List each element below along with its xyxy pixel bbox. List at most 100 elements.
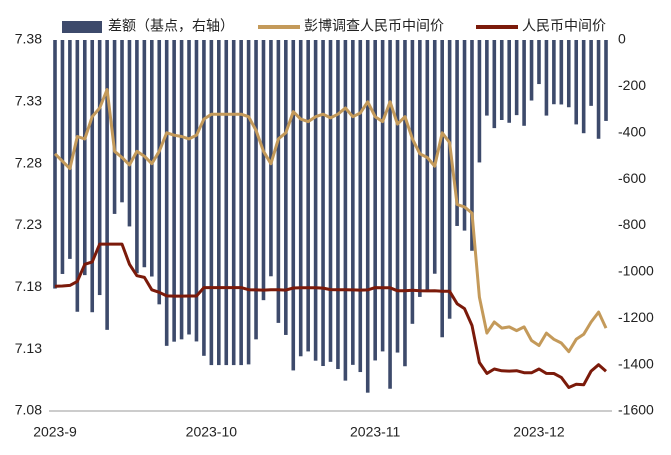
bar <box>276 40 281 323</box>
bar <box>149 40 154 277</box>
bar <box>209 40 214 366</box>
bar <box>559 40 564 105</box>
y-tick-label: 7.33 <box>15 93 42 109</box>
bar <box>202 40 206 356</box>
bar <box>336 40 340 370</box>
bar <box>261 40 266 301</box>
bar <box>135 40 139 274</box>
bar <box>254 40 258 340</box>
y2-tick-label: -800 <box>618 216 646 232</box>
y2-tick-label: -200 <box>618 77 646 93</box>
bar <box>492 40 497 129</box>
y-tick-label: 7.18 <box>15 278 42 294</box>
bar <box>224 40 229 366</box>
line <box>53 88 608 354</box>
bar <box>425 40 430 291</box>
bar <box>313 40 318 361</box>
bar <box>403 40 407 367</box>
bar <box>574 40 579 125</box>
bar <box>321 40 325 367</box>
bar <box>82 40 87 276</box>
bar <box>112 40 117 214</box>
x-tick-label: 2023-12 <box>513 424 565 440</box>
bar <box>581 40 586 134</box>
bar <box>351 40 355 365</box>
bar <box>97 40 102 296</box>
bar <box>284 40 288 335</box>
bar <box>246 40 251 365</box>
y2-tick-label: -1000 <box>618 263 654 279</box>
x-tick-label: 2023-11 <box>350 424 401 440</box>
bar <box>179 40 184 340</box>
bar <box>485 40 489 116</box>
bar <box>552 40 556 105</box>
y2-tick-label: -1200 <box>618 309 654 325</box>
bar <box>514 40 519 116</box>
legend-label: 人民币中间价 <box>522 18 606 34</box>
bar <box>75 40 80 312</box>
y2-tick-label: -400 <box>618 123 646 139</box>
bar <box>365 40 370 393</box>
bar <box>60 40 65 274</box>
bar <box>507 40 512 123</box>
bar <box>522 40 526 126</box>
x-tick-label: 2023-9 <box>33 424 77 440</box>
bar <box>343 40 348 381</box>
bar <box>440 40 444 338</box>
bar <box>418 40 422 297</box>
y2-tick-label: -1600 <box>618 402 654 418</box>
bar <box>90 40 95 313</box>
bar <box>499 40 504 120</box>
bar <box>217 40 221 366</box>
bar <box>604 40 608 121</box>
x-tick-label: 2023-10 <box>186 424 238 440</box>
bar <box>306 40 310 352</box>
bar <box>194 40 199 342</box>
y-tick-label: 7.13 <box>15 340 42 356</box>
bar <box>455 40 459 226</box>
bar <box>105 40 109 330</box>
bar <box>537 40 541 85</box>
bar <box>172 40 176 342</box>
bar <box>239 40 243 366</box>
bar <box>395 40 400 353</box>
legend-label: 差额（基点，右轴） <box>108 18 234 34</box>
bar <box>380 40 385 352</box>
y2-tick-label: 0 <box>618 31 626 47</box>
bar <box>388 40 392 389</box>
bar <box>477 40 482 163</box>
bar <box>410 40 415 324</box>
bar <box>328 40 333 362</box>
bar <box>127 40 132 227</box>
y-tick-label: 7.08 <box>15 402 42 418</box>
bar <box>447 40 452 319</box>
bar <box>529 40 534 101</box>
bar <box>142 40 147 268</box>
y-tick-label: 7.38 <box>15 31 42 47</box>
bar <box>53 40 57 289</box>
y2-tick-label: -1400 <box>618 355 654 371</box>
line <box>54 242 607 389</box>
bar <box>589 40 593 106</box>
y-tick-label: 7.23 <box>15 216 42 232</box>
bar <box>470 40 474 251</box>
bar <box>164 40 169 346</box>
bar <box>566 40 571 108</box>
bar <box>358 40 363 373</box>
y-tick-label: 7.28 <box>15 154 42 170</box>
bar <box>68 40 72 259</box>
bar <box>269 40 273 277</box>
bar <box>157 40 162 305</box>
bar <box>291 40 296 371</box>
y2-tick-label: -600 <box>618 170 646 186</box>
legend-label: 彭博调查人民币中间价 <box>304 18 444 34</box>
bar <box>187 40 191 335</box>
bar <box>231 40 236 366</box>
bar <box>596 40 601 139</box>
bar <box>462 40 467 231</box>
bar <box>544 40 549 116</box>
bar <box>120 40 124 203</box>
bar <box>432 40 437 274</box>
legend-swatch <box>62 21 102 33</box>
